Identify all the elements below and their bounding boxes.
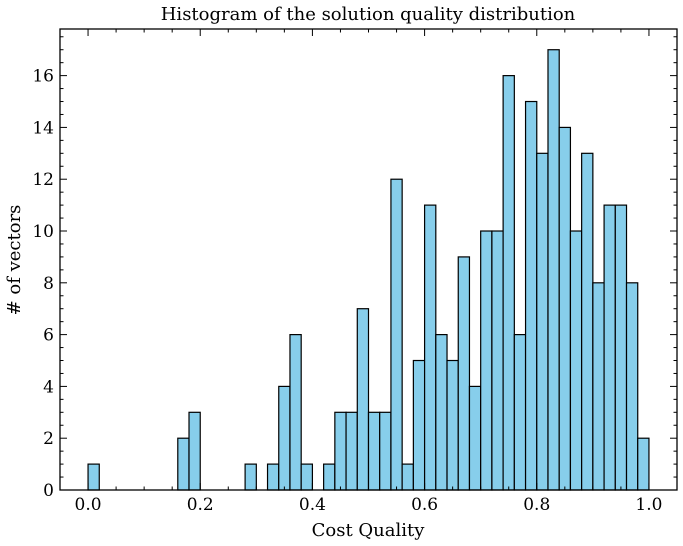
histogram-bar <box>435 334 448 491</box>
tick-label: 0.4 <box>299 495 326 515</box>
histogram-bar <box>614 204 628 491</box>
histogram-bar <box>513 334 527 491</box>
tick-label: 0.2 <box>187 495 214 515</box>
histogram-bar <box>502 75 515 491</box>
histogram-bar <box>547 49 560 491</box>
histogram-bar <box>480 230 493 491</box>
plot-frame <box>59 28 678 491</box>
tick-label: 14 <box>32 118 54 138</box>
histogram-bar <box>423 204 437 491</box>
histogram-bar <box>457 256 471 491</box>
histogram-bar <box>87 463 100 491</box>
histogram-bar <box>592 282 605 491</box>
histogram-bar <box>524 100 538 491</box>
tick-label: 0.8 <box>523 495 550 515</box>
tick-label: 2 <box>43 429 54 449</box>
tick-label: 16 <box>32 67 54 87</box>
histogram-bar <box>188 411 201 491</box>
chart-title: Histogram of the solution quality distri… <box>161 4 576 25</box>
histogram-bar <box>390 178 403 491</box>
histogram-bar <box>177 437 190 491</box>
histogram-bar <box>625 282 639 491</box>
histogram-bar <box>278 385 291 491</box>
histogram-bar <box>334 411 347 491</box>
tick-label: 0 <box>43 481 54 501</box>
histogram-bar <box>244 463 257 491</box>
tick-label: 6 <box>43 326 54 346</box>
histogram-bar <box>569 230 583 491</box>
tick-label: 10 <box>32 222 54 242</box>
tick-label: 1.0 <box>635 495 662 515</box>
histogram-bar <box>491 230 504 491</box>
histogram-bar <box>446 359 459 491</box>
histogram-bar <box>603 204 616 491</box>
histogram-bar <box>300 463 314 491</box>
histogram-bar <box>637 437 650 491</box>
histogram-bar <box>468 385 482 491</box>
tick-label: 4 <box>43 377 54 397</box>
x-axis-label: Cost Quality <box>312 520 426 541</box>
histogram-bar <box>401 463 414 491</box>
histogram-bar <box>345 411 358 491</box>
tick-label: 12 <box>32 170 54 190</box>
histogram-bar <box>536 152 549 491</box>
histogram-bar <box>581 152 594 491</box>
tick-label: 0.0 <box>75 495 102 515</box>
histogram-bar <box>356 308 370 491</box>
bars-group <box>87 49 650 491</box>
tick-label: 8 <box>43 274 54 294</box>
histogram-bar <box>289 334 302 491</box>
histogram-bar <box>367 411 381 491</box>
y-axis-label: # of vectors <box>4 205 25 316</box>
tick-label: 0.6 <box>411 495 438 515</box>
histogram-bar <box>266 463 280 491</box>
histogram-bar <box>412 359 426 491</box>
histogram-bar <box>323 463 336 491</box>
histogram-bar <box>558 126 572 491</box>
histogram-bar <box>379 411 392 491</box>
